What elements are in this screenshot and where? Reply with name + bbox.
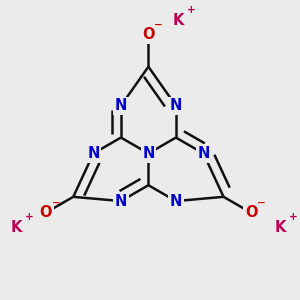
Text: N: N bbox=[170, 194, 182, 208]
Text: +: + bbox=[289, 212, 298, 222]
Text: N: N bbox=[87, 146, 100, 161]
Text: −: − bbox=[257, 197, 266, 207]
Text: N: N bbox=[170, 98, 182, 113]
Text: N: N bbox=[170, 98, 182, 113]
Text: N: N bbox=[115, 98, 127, 113]
Text: N: N bbox=[115, 98, 127, 113]
Text: N: N bbox=[197, 146, 210, 161]
Text: O: O bbox=[142, 27, 155, 42]
Text: N: N bbox=[115, 194, 127, 208]
Text: +: + bbox=[25, 212, 34, 222]
Text: N: N bbox=[142, 146, 154, 161]
Text: −: − bbox=[52, 197, 60, 207]
Text: N: N bbox=[87, 146, 100, 161]
Text: K: K bbox=[275, 220, 286, 235]
Text: K: K bbox=[172, 13, 184, 28]
Text: −: − bbox=[154, 20, 163, 30]
Text: N: N bbox=[115, 194, 127, 208]
Text: O: O bbox=[245, 205, 257, 220]
Text: O: O bbox=[40, 205, 52, 220]
Text: N: N bbox=[170, 194, 182, 208]
Text: +: + bbox=[187, 5, 195, 15]
Text: K: K bbox=[11, 220, 22, 235]
Text: N: N bbox=[197, 146, 210, 161]
